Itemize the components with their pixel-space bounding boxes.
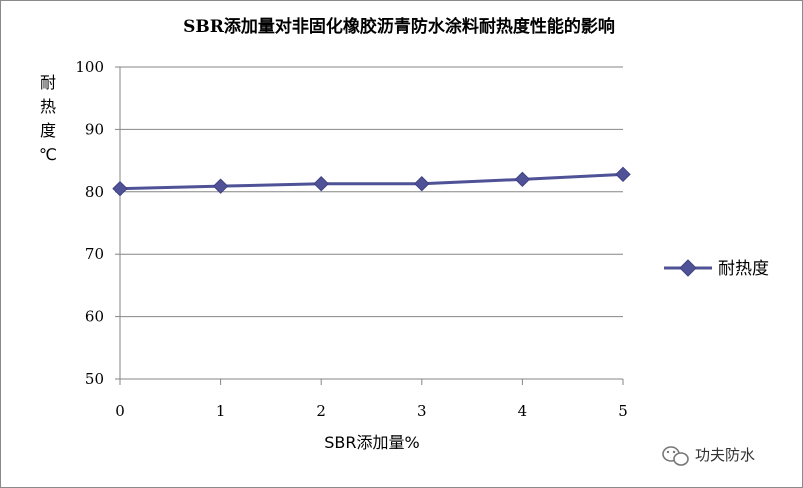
y-axis-label-char: 度 — [40, 121, 56, 140]
y-tick-label: 80 — [85, 183, 104, 201]
x-tick-label: 4 — [518, 402, 528, 420]
y-axis-label: 耐 热 度 ℃ — [39, 73, 57, 164]
watermark: 功夫防水 — [662, 446, 755, 466]
y-axis-label-char: 热 — [40, 97, 56, 116]
legend-label: 耐热度 — [718, 259, 769, 279]
y-axis-label-char: 耐 — [40, 73, 56, 92]
x-tick-label: 3 — [417, 402, 427, 420]
y-tick-label: 50 — [85, 370, 104, 388]
legend: 耐热度 — [664, 259, 769, 279]
x-tick-labels: 0 1 2 3 4 5 — [115, 402, 628, 420]
series-group — [112, 166, 631, 197]
y-tick-label: 70 — [85, 245, 104, 263]
x-tick-label: 1 — [216, 402, 226, 420]
y-tick-label: 90 — [85, 120, 104, 138]
x-axis-label: SBR添加量% — [324, 433, 419, 452]
data-point-marker — [514, 171, 531, 188]
data-point-marker — [615, 166, 631, 183]
axes — [115, 66, 624, 385]
watermark-text: 功夫防水 — [695, 446, 755, 464]
y-tick-labels: 50 60 70 80 90 100 — [75, 58, 104, 388]
chart-title: SBR添加量对非固化橡胶沥青防水涂料耐热度性能的影响 — [183, 16, 615, 37]
data-point-marker — [112, 180, 128, 197]
gridlines — [120, 66, 623, 318]
data-point-marker — [313, 175, 329, 192]
data-point-marker — [414, 175, 430, 192]
x-tick-label: 2 — [316, 402, 326, 420]
x-tick-label: 5 — [618, 402, 628, 420]
y-tick-label: 100 — [75, 58, 104, 76]
y-tick-label: 60 — [85, 308, 104, 326]
data-point-marker — [212, 178, 229, 194]
series-line — [119, 172, 624, 191]
legend-marker — [679, 259, 697, 277]
x-tick-label: 0 — [115, 402, 125, 420]
y-axis-label-char: ℃ — [39, 145, 57, 164]
wechat-icon — [662, 446, 689, 466]
